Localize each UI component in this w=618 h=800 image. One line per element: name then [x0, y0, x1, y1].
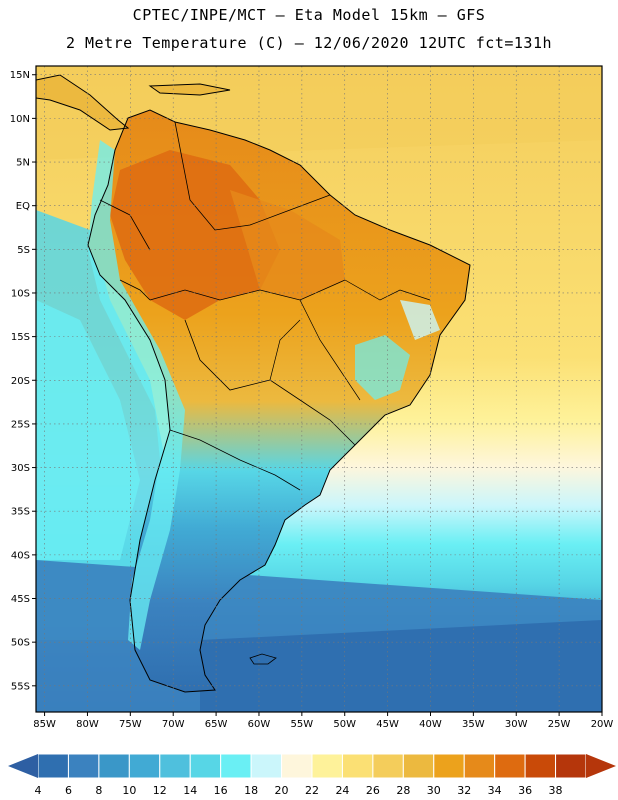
colorbar-label: 36: [518, 784, 532, 797]
colorbar-cell: [433, 753, 465, 779]
lon-tick-label: 60W: [248, 719, 271, 730]
colorbar-cell: [128, 753, 161, 779]
colorbar-cell: [372, 753, 404, 779]
lon-tick-label: 45W: [376, 719, 399, 730]
colorbar-label: 4: [35, 784, 42, 797]
colorbar-label: 20: [275, 784, 289, 797]
colorbar-label: 10: [122, 784, 136, 797]
colorbar-over-arrow: [586, 754, 616, 778]
lon-tick-label: 70W: [162, 719, 185, 730]
brazil-highlands-cool-spot: [355, 335, 410, 400]
lat-tick-label: 10N: [10, 114, 30, 125]
colorbar-label: 16: [214, 784, 228, 797]
andes-cool-strip: [88, 140, 185, 650]
southern-ocean-cold-region: [200, 620, 602, 712]
lon-tick-label: 25W: [548, 719, 571, 730]
colorbar-cell: [311, 753, 343, 779]
colorbar-label: 32: [457, 784, 471, 797]
lat-tick-label: 55S: [11, 681, 30, 692]
colorbar-under-arrow: [8, 754, 38, 778]
map-title-line2: 2 Metre Temperature (C) – 12/06/2020 12U…: [65, 34, 553, 52]
colorbar-cell: [281, 753, 313, 779]
map-title-line1: CPTEC/INPE/MCT – Eta Model 15km – GFS: [132, 6, 486, 24]
colorbar-cell: [555, 753, 587, 779]
latitude-ticks: 15N 10N 5N EQ 5S 10S 15S 20S 25S 30S 35S 40S 45S 50S 5…: [10, 70, 36, 692]
colorbar-label: 34: [488, 784, 502, 797]
lat-tick-label: 15S: [11, 332, 30, 343]
falkland-islands: [249, 653, 277, 665]
lat-tick-label: 45S: [11, 594, 30, 605]
map-frame: [35, 65, 603, 713]
lon-tick-label: 35W: [462, 719, 485, 730]
colorbar-label: 22: [305, 784, 319, 797]
colorbar-cell: [189, 753, 222, 779]
caribbean-islands: [150, 84, 230, 95]
colorbar-cell: [402, 753, 435, 779]
colorbar-cell: [463, 753, 496, 779]
colorbar-label: 28: [396, 784, 410, 797]
lon-tick-label: 50W: [333, 719, 356, 730]
colorbar-label: 6: [65, 784, 72, 797]
colorbar-cell: [250, 753, 283, 779]
colorbar-cell: [37, 753, 69, 779]
colorbar: 4 6 8 10 12 14 16 18 20 22 24 26 28 30 32 34 36 38: [8, 753, 616, 797]
central-america-landmass: [36, 75, 128, 130]
lat-tick-label: 15N: [10, 70, 30, 81]
colorbar-label: 8: [95, 784, 102, 797]
lon-tick-label: 85W: [33, 719, 56, 730]
lon-tick-label: 40W: [419, 719, 442, 730]
lat-tick-label: 50S: [11, 638, 30, 649]
colorbar-cell: [524, 753, 557, 779]
lon-tick-label: 75W: [119, 719, 142, 730]
lon-tick-label: 80W: [76, 719, 99, 730]
northeast-mild-spot: [400, 300, 440, 340]
coastlines-and-borders: [36, 74, 471, 693]
colorbar-cell: [159, 753, 191, 779]
colorbar-label: 18: [244, 784, 258, 797]
lat-tick-label: 25S: [11, 419, 30, 430]
colorbar-labels: 4 6 8 10 12 14 16 18 20 22 24 26 28 30 32 34 36 38: [35, 784, 563, 797]
lat-tick-label: 20S: [11, 376, 30, 387]
lon-tick-label: 65W: [205, 719, 228, 730]
colorbar-cell: [341, 753, 374, 779]
map-field: [36, 66, 602, 712]
colorbar-label: 24: [335, 784, 349, 797]
colorbar-cell: [494, 753, 526, 779]
lat-tick-label: 5N: [16, 158, 30, 169]
colorbar-label: 14: [183, 784, 197, 797]
colorbar-label: 12: [153, 784, 167, 797]
longitude-ticks: 85W 80W 75W 70W 65W 60W 55W 50W 45W 40W 35W 30W 25W 2…: [33, 712, 613, 730]
lat-tick-label: 35S: [11, 507, 30, 518]
colorbar-cells: [37, 753, 587, 779]
lat-tick-label: 30S: [11, 463, 30, 474]
lat-tick-label: EQ: [16, 201, 30, 212]
colorbar-label: 26: [366, 784, 380, 797]
colorbar-cell: [220, 753, 252, 779]
lon-tick-label: 20W: [591, 719, 614, 730]
lat-tick-label: 10S: [11, 288, 30, 299]
colorbar-label: 30: [427, 784, 441, 797]
lon-tick-label: 30W: [505, 719, 528, 730]
lat-tick-label: 40S: [11, 550, 30, 561]
colorbar-label: 38: [549, 784, 563, 797]
lat-tick-label: 5S: [17, 245, 30, 256]
central-brazil-warm-region: [230, 190, 345, 300]
pacific-mid-region: [36, 300, 140, 560]
colorbar-cell: [98, 753, 130, 779]
colorbar-cell: [67, 753, 100, 779]
lon-tick-label: 55W: [291, 719, 314, 730]
